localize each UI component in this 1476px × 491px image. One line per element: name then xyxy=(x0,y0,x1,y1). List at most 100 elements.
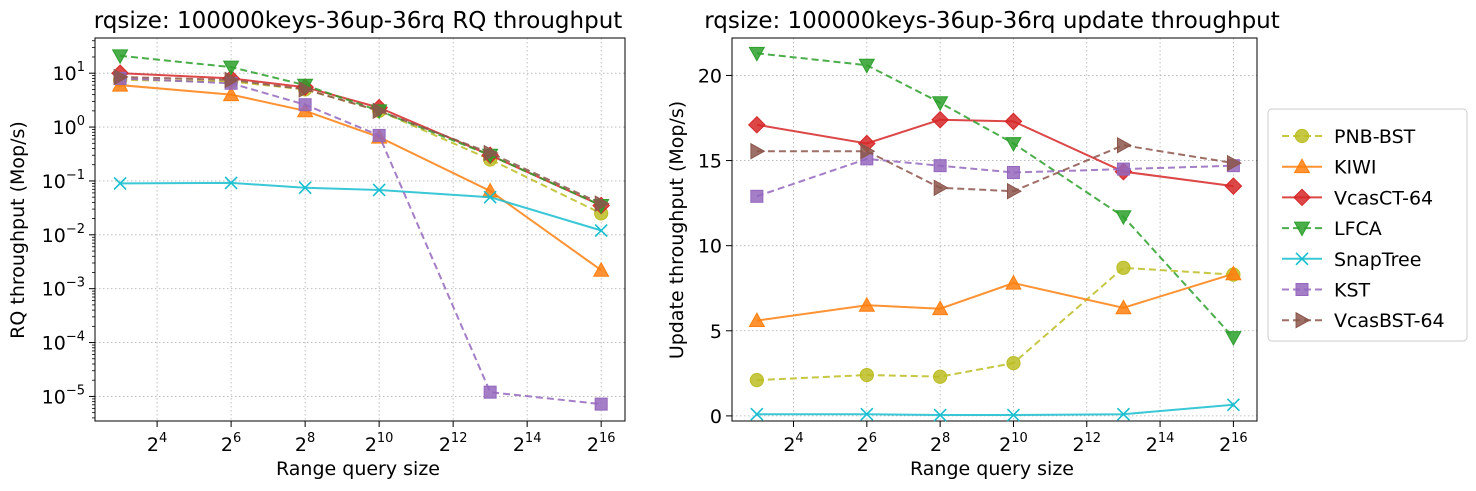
data-point xyxy=(113,176,127,190)
data-point xyxy=(113,68,129,86)
series-snaptree xyxy=(750,398,1240,422)
legend-item: VcasBST-64 xyxy=(1282,310,1445,332)
data-point xyxy=(224,176,238,190)
data-point xyxy=(860,407,874,421)
data-point xyxy=(1006,356,1021,371)
data-point xyxy=(481,182,499,198)
legend-marker xyxy=(1295,283,1309,296)
x-tick-label: 210 xyxy=(999,431,1028,456)
data-point xyxy=(860,142,876,160)
legend-marker xyxy=(1293,221,1311,237)
rq-throughput-chart: rqsize: 100000keys-36up-36rq RQ throughp… xyxy=(7,8,626,480)
y-tick-label: 101 xyxy=(53,60,85,85)
series-vcasbst-64 xyxy=(750,136,1242,200)
legend-label: KST xyxy=(1334,280,1371,302)
x-tick-label: 210 xyxy=(365,431,394,456)
legend-label: SnapTree xyxy=(1334,249,1421,271)
data-point xyxy=(372,102,388,120)
data-point xyxy=(858,296,876,312)
series-kst xyxy=(750,152,1240,203)
data-point xyxy=(1116,136,1132,154)
x-tick-label: 216 xyxy=(587,431,616,456)
data-point xyxy=(933,179,949,197)
legend-item: SnapTree xyxy=(1282,249,1421,271)
data-point xyxy=(594,223,608,238)
y-tick-label: 10−2 xyxy=(42,222,85,247)
data-point xyxy=(933,408,947,422)
data-point xyxy=(483,190,497,204)
update-throughput-chart: rqsize: 100000keys-36up-36rq update thro… xyxy=(666,8,1280,480)
data-point xyxy=(222,60,240,76)
legend-marker xyxy=(1293,188,1311,207)
data-point xyxy=(859,367,874,383)
series-kst xyxy=(113,71,608,411)
data-point xyxy=(1224,177,1243,195)
data-point xyxy=(1116,407,1130,421)
data-point xyxy=(1116,162,1130,176)
legend-item: KIWI xyxy=(1282,157,1376,179)
data-point xyxy=(592,261,610,277)
data-point xyxy=(1007,182,1022,200)
y-tick-label: 5 xyxy=(710,321,722,343)
series-vcasct-64 xyxy=(111,64,611,215)
x-tick-label: 214 xyxy=(1146,431,1175,456)
series-pnb-bst xyxy=(749,260,1241,388)
series-line xyxy=(120,76,602,205)
x-tick-label: 28 xyxy=(930,431,950,456)
legend-label: PNB-BST xyxy=(1334,126,1416,148)
series-snaptree xyxy=(113,176,608,238)
data-point xyxy=(1226,398,1240,412)
data-point xyxy=(1005,274,1022,290)
data-point xyxy=(483,385,497,399)
x-tick-label: 214 xyxy=(513,431,542,456)
series-line xyxy=(756,403,1234,416)
series-line xyxy=(120,72,602,207)
y-tick-label: 10 xyxy=(698,236,722,258)
data-point xyxy=(1226,154,1242,172)
data-point xyxy=(748,46,766,62)
y-tick-label: 10−4 xyxy=(42,330,85,355)
series-line xyxy=(119,54,602,207)
series-line xyxy=(756,118,1234,188)
data-point xyxy=(298,98,312,112)
data-point xyxy=(298,81,314,98)
legend-label: VcasBST-64 xyxy=(1334,310,1445,332)
data-point xyxy=(933,369,948,384)
y-tick-label: 20 xyxy=(698,65,722,87)
data-point xyxy=(750,407,764,421)
legend-item: KST xyxy=(1282,280,1371,302)
data-point xyxy=(372,183,386,197)
data-point xyxy=(1115,299,1132,315)
data-point xyxy=(749,373,764,388)
legend-label: LFCA xyxy=(1334,218,1382,240)
x-axis-label: Range query size xyxy=(910,458,1074,480)
data-point xyxy=(933,159,947,173)
series-line xyxy=(120,78,602,215)
data-point xyxy=(1225,265,1242,281)
data-point xyxy=(931,110,950,129)
x-tick-label: 26 xyxy=(857,431,877,456)
x-tick-label: 28 xyxy=(295,431,315,456)
legend-marker xyxy=(1295,252,1309,266)
x-tick-label: 216 xyxy=(1219,431,1248,456)
series-line xyxy=(756,52,1235,339)
data-point xyxy=(594,397,608,411)
chart-title: rqsize: 100000keys-36up-36rq update thro… xyxy=(704,8,1280,34)
data-point xyxy=(298,181,312,195)
y-tick-label: 10−1 xyxy=(42,168,85,193)
y-tick-label: 10−3 xyxy=(42,276,85,301)
data-point xyxy=(750,142,766,160)
series-line xyxy=(120,84,602,272)
data-point xyxy=(1004,112,1023,131)
series-kiwi xyxy=(748,265,1242,328)
legend: PNB-BST KIWI VcasCT-64 LFCA SnapTree KST VcasB… xyxy=(1267,108,1468,342)
legend-item: PNB-BST xyxy=(1282,126,1416,148)
legend-label: KIWI xyxy=(1334,157,1376,179)
data-point xyxy=(931,96,949,112)
data-point xyxy=(483,144,499,162)
series-line xyxy=(120,77,602,406)
data-point xyxy=(222,86,240,102)
y-tick-label: 10−5 xyxy=(42,383,85,408)
data-point xyxy=(111,49,129,65)
